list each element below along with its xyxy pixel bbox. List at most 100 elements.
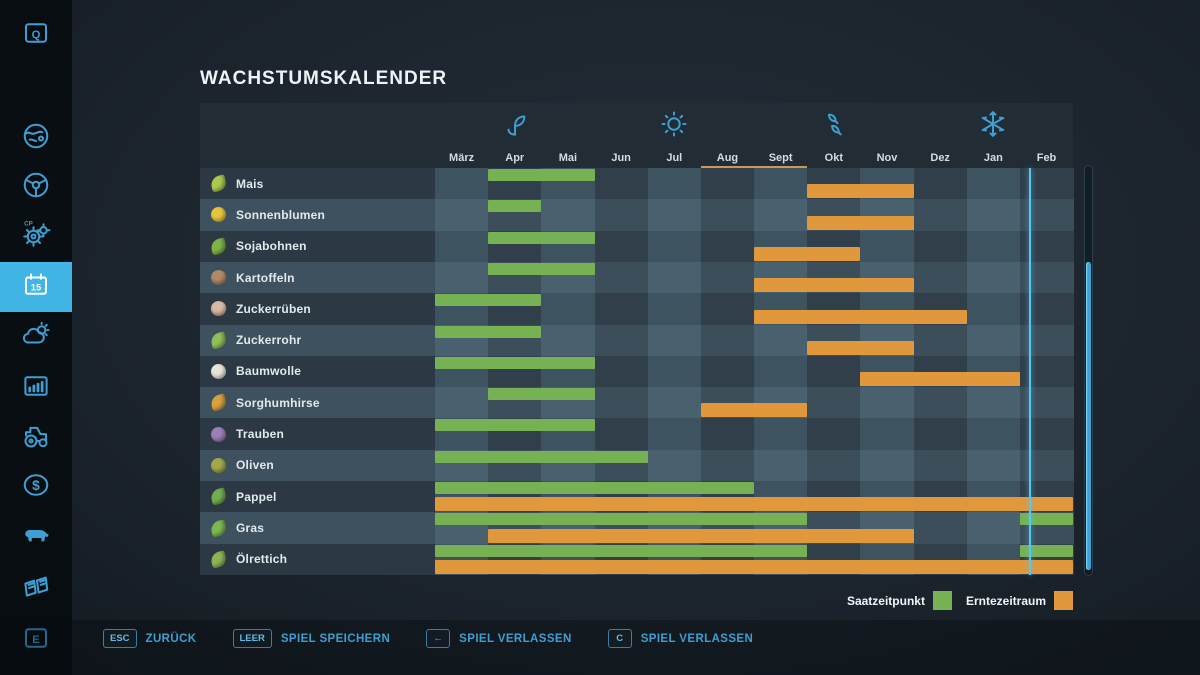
crop-row-trauben[interactable]: Trauben [200,418,1074,450]
legend-label: Saatzeitpunkt [846,593,925,608]
crop-name: Gras [236,521,265,536]
grid-cell [860,387,915,419]
grid-cell [754,355,808,388]
harvest-period-bar [807,340,914,355]
crop-name: Pappel [236,489,277,504]
crop-label-cell: Oliven [200,449,435,482]
grid-cell [1019,324,1074,356]
sidebar-item-vehicles[interactable] [0,162,72,212]
crop-name: Sonnenblumen [236,207,326,222]
crop-row-pappel[interactable]: Pappel [200,481,1074,513]
sidebar-item-help[interactable]: Q [0,10,72,60]
grid-cell [435,168,489,200]
crop-row-zuckerrohr[interactable]: Zuckerrohr [200,324,1074,356]
sowing-period-bar [435,482,755,495]
sorghum-icon [209,393,228,412]
keybind-bar: ESC ZURÜCK LEER SPIEL SPEICHERN ← SPIEL VERLA… [103,629,753,648]
grid-cell [1019,230,1074,262]
harvest-period-bar [435,559,1074,574]
grid-cell [594,230,649,262]
grid-cell [754,449,808,482]
crop-label-cell: Trauben [200,418,435,450]
crop-label-cell: Sorghumhirse [200,387,435,419]
sidebar-item-animals[interactable] [0,513,72,563]
crop-name: Oliven [236,458,274,473]
keybind-spiel-speichern[interactable]: LEER SPIEL SPEICHERN [232,629,391,648]
crop-row-sonnenblumen[interactable]: Sonnenblumen [200,199,1074,231]
keybind-spiel-verlassen[interactable]: ← SPIEL VERLASSEN [426,629,572,648]
crop-row-zuckerrüben[interactable]: Zuckerrüben [200,293,1074,325]
sidebar-item-calendar[interactable]: 15 [0,262,72,312]
grid-cell [541,199,596,231]
sidebar-item-finances[interactable]: $ [0,462,72,512]
grid-cell [700,355,755,388]
potato-icon [209,268,228,288]
grid-cell [647,387,702,419]
grid-cell [966,168,1021,200]
crop-row-gras[interactable]: Gras [200,512,1074,544]
crop-label-cell: Zuckerrüben [200,293,435,325]
harvest-period-bar [807,184,914,199]
grid-cell [1019,261,1074,294]
key-q-icon: Q [21,18,51,53]
legend-swatch [1054,591,1073,610]
key-cap: ← [426,629,451,648]
grid-cell [913,512,968,544]
grid-cell [807,449,861,482]
sidebar-item-action[interactable]: E [0,615,72,665]
cotton-icon [211,363,226,379]
grid-cell [700,261,755,294]
grid-cell [966,324,1021,356]
grid-cell [913,199,968,231]
crop-row-sorghumhirse[interactable]: Sorghumhirse [200,387,1074,419]
keybind-zur-ck[interactable]: ESC ZURÜCK [103,629,197,648]
scrollbar-thumb[interactable] [1086,262,1091,570]
crop-row-mais[interactable]: Mais [200,168,1074,200]
sowing-period-bar [435,294,542,307]
grid-cell [647,168,702,200]
bar-chart-icon [21,371,51,406]
grid-cell [807,418,861,450]
sidebar-item-map[interactable] [0,113,72,163]
grid-cell [647,324,702,356]
keybind-spiel-verlassen[interactable]: C SPIEL VERLASSEN [607,629,754,648]
scrollbar-track[interactable] [1084,165,1093,576]
crop-row-ölrettich[interactable]: Ölrettich [200,543,1074,575]
month-label-Jun: Jun [611,152,631,164]
sidebar-item-garage[interactable] [0,413,72,463]
grid-cell [700,230,755,262]
harvest-period-bar [754,309,967,324]
legend-label: Erntezeitraum [965,593,1046,608]
sidebar-item-statistics[interactable] [0,363,72,413]
sidebar-item-weather[interactable] [0,312,72,362]
crop-row-sojabohnen[interactable]: Sojabohnen [200,230,1074,262]
sidebar-item-contracts[interactable] [0,565,72,615]
crop-name: Baumwolle [236,364,302,379]
grid-cell [1019,387,1074,419]
crop-row-baumwolle[interactable]: Baumwolle [200,355,1074,388]
harvest-period-bar [435,497,1074,512]
month-label-Aug: Aug [716,152,739,164]
sidebar-item-courseplay[interactable]: CP [0,211,72,261]
gears-cp-icon: CP [21,219,51,254]
grid-cell [594,418,649,450]
grid-cell [435,230,489,262]
harvest-period-bar [700,403,808,418]
crop-name: Mais [236,176,264,191]
month-label-Apr: Apr [505,152,525,164]
crop-row-oliven[interactable]: Oliven [200,449,1074,482]
sowing-period-bar [488,388,595,401]
growth-calendar-grid: Mais Sonnenblumen Sojabohnen Kartoffeln Zuck… [200,168,1074,575]
grid-cell [754,168,808,200]
key-cap: LEER [232,629,272,648]
harvest-period-bar [754,246,861,261]
grid-cell [1019,418,1074,450]
legend-swatch [932,591,952,610]
crop-row-kartoffeln[interactable]: Kartoffeln [200,261,1074,294]
crop-label-cell: Mais [200,168,435,200]
harvest-period-bar [754,278,914,293]
sowing-period-bar [1019,544,1074,557]
grid-cell [594,199,649,231]
grid-cell [700,293,755,325]
grid-cell [541,324,596,356]
